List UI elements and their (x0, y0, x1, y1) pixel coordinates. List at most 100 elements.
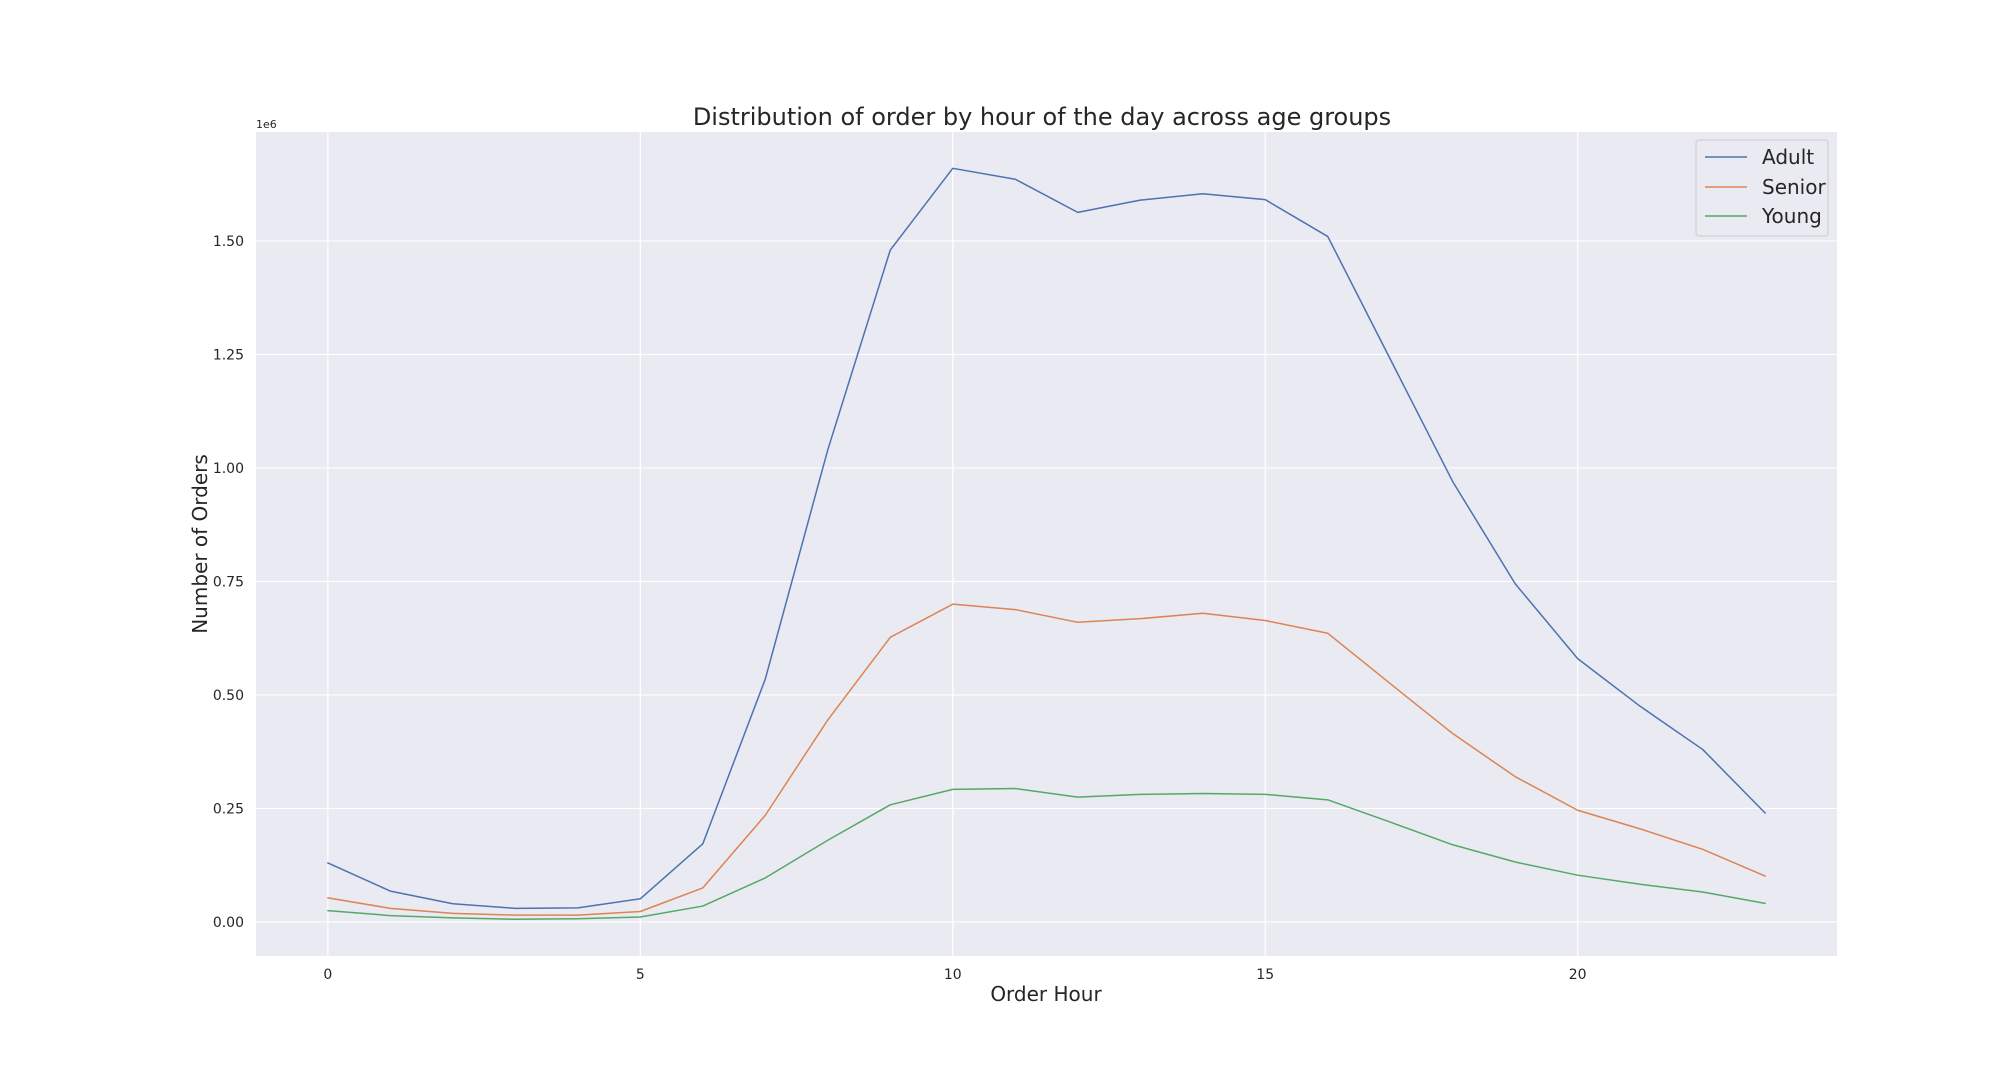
y-tick-label: 1.00 (213, 461, 244, 477)
data-point-adult (1451, 480, 1455, 484)
data-point-adult (513, 906, 517, 910)
x-tick-label: 15 (1256, 967, 1274, 983)
y-tick-label: 0.50 (213, 688, 244, 704)
data-point-young (701, 904, 705, 908)
data-point-senior (1513, 775, 1517, 779)
data-point-adult (951, 166, 955, 170)
x-tick-labels: 0 5 10 15 20 (323, 967, 1586, 983)
series-line-senior (327, 603, 1766, 916)
data-point-young (826, 838, 830, 842)
chart-title: Distribution of order by hour of the day… (693, 103, 1391, 131)
data-point-senior (1013, 608, 1017, 612)
data-point-young (888, 803, 892, 807)
data-point-adult (1076, 210, 1080, 214)
data-point-senior (1201, 611, 1205, 615)
data-point-adult (1513, 582, 1517, 586)
data-point-young (513, 917, 517, 921)
data-point-young (638, 915, 642, 919)
data-point-senior (1576, 808, 1580, 812)
data-point-senior (576, 913, 580, 917)
data-point-senior (701, 886, 705, 890)
grid-lines (256, 132, 1837, 956)
legend-box (1695, 139, 1829, 237)
data-point-senior (1701, 847, 1705, 851)
data-point-senior (513, 913, 517, 917)
data-point-young (1763, 901, 1767, 905)
data-point-senior (1763, 874, 1767, 878)
data-point-adult (1763, 811, 1767, 815)
x-tick-label: 20 (1569, 967, 1587, 983)
data-point-senior (326, 896, 330, 900)
data-point-senior (763, 813, 767, 817)
data-point-senior (1451, 732, 1455, 736)
data-point-young (388, 914, 392, 918)
data-point-young (451, 916, 455, 920)
data-point-young (1513, 860, 1517, 864)
y-tick-label: 1.50 (213, 234, 244, 250)
data-point-young (1576, 873, 1580, 877)
data-point-adult (1263, 198, 1267, 202)
x-axis-label: Order Hour (990, 982, 1102, 1006)
legend-label-young: Young (1761, 204, 1822, 228)
data-point-young (1701, 890, 1705, 894)
data-point-senior (638, 910, 642, 914)
y-tick-label: 0.00 (213, 915, 244, 931)
data-point-young (951, 787, 955, 791)
y-tick-label: 0.75 (213, 574, 244, 590)
data-point-young (1451, 843, 1455, 847)
data-point-adult (1388, 357, 1392, 361)
x-tick-label: 10 (944, 967, 962, 983)
series-line-young (327, 787, 1766, 920)
data-point-senior (951, 602, 955, 606)
series-lines (326, 166, 1767, 921)
y-tick-labels: 0.00 0.25 0.50 0.75 1.00 1.25 1.50 (213, 234, 244, 931)
data-point-adult (1701, 747, 1705, 751)
data-point-senior (1138, 617, 1142, 621)
data-point-young (763, 876, 767, 880)
data-point-senior (1638, 827, 1642, 831)
data-point-adult (701, 842, 705, 846)
data-point-adult (1013, 177, 1017, 181)
data-point-senior (451, 911, 455, 915)
data-point-young (576, 917, 580, 921)
legend-label-adult: Adult (1762, 145, 1814, 169)
plot-area (256, 132, 1837, 956)
data-point-adult (1576, 657, 1580, 661)
y-axis-label: Number of Orders (188, 454, 212, 634)
data-point-adult (1201, 192, 1205, 196)
y-tick-label: 0.25 (213, 801, 244, 817)
data-point-senior (826, 718, 830, 722)
data-point-adult (451, 902, 455, 906)
data-point-young (1138, 792, 1142, 796)
data-point-young (1638, 882, 1642, 886)
y-tick-label: 1.25 (213, 347, 244, 363)
data-point-young (1076, 795, 1080, 799)
data-point-adult (1138, 198, 1142, 202)
data-point-adult (888, 248, 892, 252)
y-offset-text: 1e6 (256, 118, 277, 131)
x-tick-label: 0 (323, 967, 332, 983)
data-point-senior (1388, 682, 1392, 686)
series-line-adult (327, 167, 1766, 910)
data-point-adult (638, 897, 642, 901)
data-point-senior (888, 635, 892, 639)
data-point-senior (1326, 631, 1330, 635)
data-point-young (1388, 820, 1392, 824)
data-point-adult (576, 906, 580, 910)
data-point-young (1201, 791, 1205, 795)
data-point-young (326, 909, 330, 913)
x-tick-label: 5 (636, 967, 645, 983)
data-point-young (1013, 786, 1017, 790)
legend-label-senior: Senior (1762, 175, 1826, 199)
data-point-young (1263, 792, 1267, 796)
data-point-adult (1326, 234, 1330, 238)
data-point-senior (388, 906, 392, 910)
data-point-young (1326, 798, 1330, 802)
legend: Adult Senior Young (1695, 139, 1829, 237)
data-point-adult (1638, 704, 1642, 708)
data-point-adult (326, 861, 330, 865)
data-point-senior (1076, 620, 1080, 624)
data-point-adult (763, 677, 767, 681)
data-point-adult (826, 448, 830, 452)
